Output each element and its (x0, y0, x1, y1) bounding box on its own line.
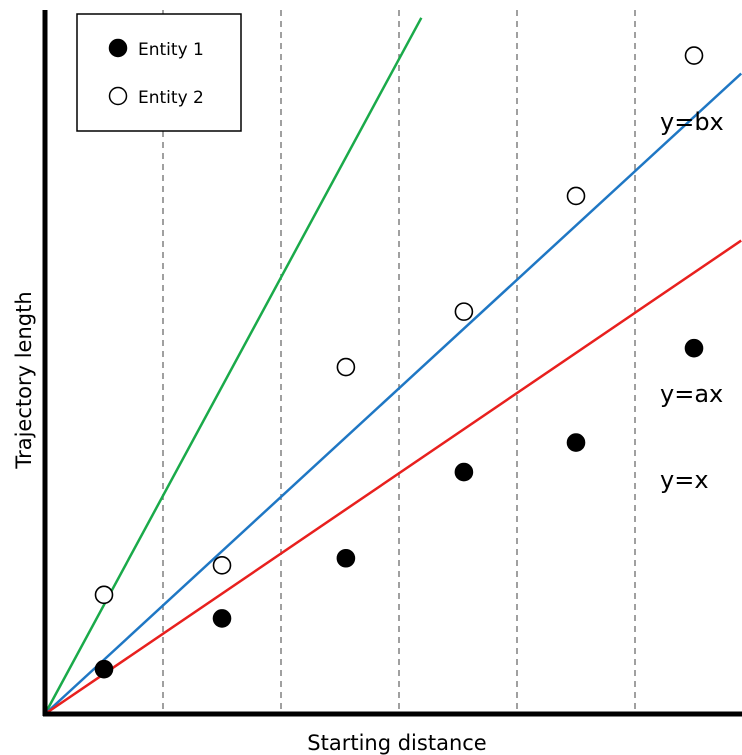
entity-2-point (336, 357, 356, 377)
entity-2-point (454, 302, 474, 321)
entity-2-point (566, 186, 586, 206)
legend-label-entity-2: Entity 2 (138, 88, 204, 108)
legend: Entity 1 Entity 2 (76, 13, 242, 132)
reference-line (44, 72, 742, 715)
reference-line (44, 239, 742, 716)
grid-lines (162, 10, 636, 714)
data-points (94, 46, 704, 679)
legend-label-entity-1: Entity 1 (138, 40, 204, 60)
entity-1-point (94, 659, 114, 679)
entity-2-point (212, 556, 232, 575)
entity-1-point (454, 462, 474, 482)
entity-2-point (684, 46, 704, 65)
reference-line-label: y=x (660, 466, 709, 494)
entity-1-point (212, 609, 232, 628)
legend-marker-entity-1 (108, 38, 128, 58)
reference-line-labels: y=bx y=ax y=x (660, 108, 724, 494)
y-axis-label: Trajectory length (12, 291, 36, 469)
reference-line-label: y=ax (660, 380, 723, 408)
legend-box (76, 13, 242, 132)
x-axis-label: Starting distance (307, 731, 486, 755)
entity-2-point (94, 585, 114, 605)
entity-1-point (336, 548, 356, 568)
entity-1-point (684, 338, 704, 358)
entity-1-point (566, 433, 586, 452)
legend-marker-entity-2 (108, 86, 128, 106)
reference-line-label: y=bx (660, 108, 724, 136)
